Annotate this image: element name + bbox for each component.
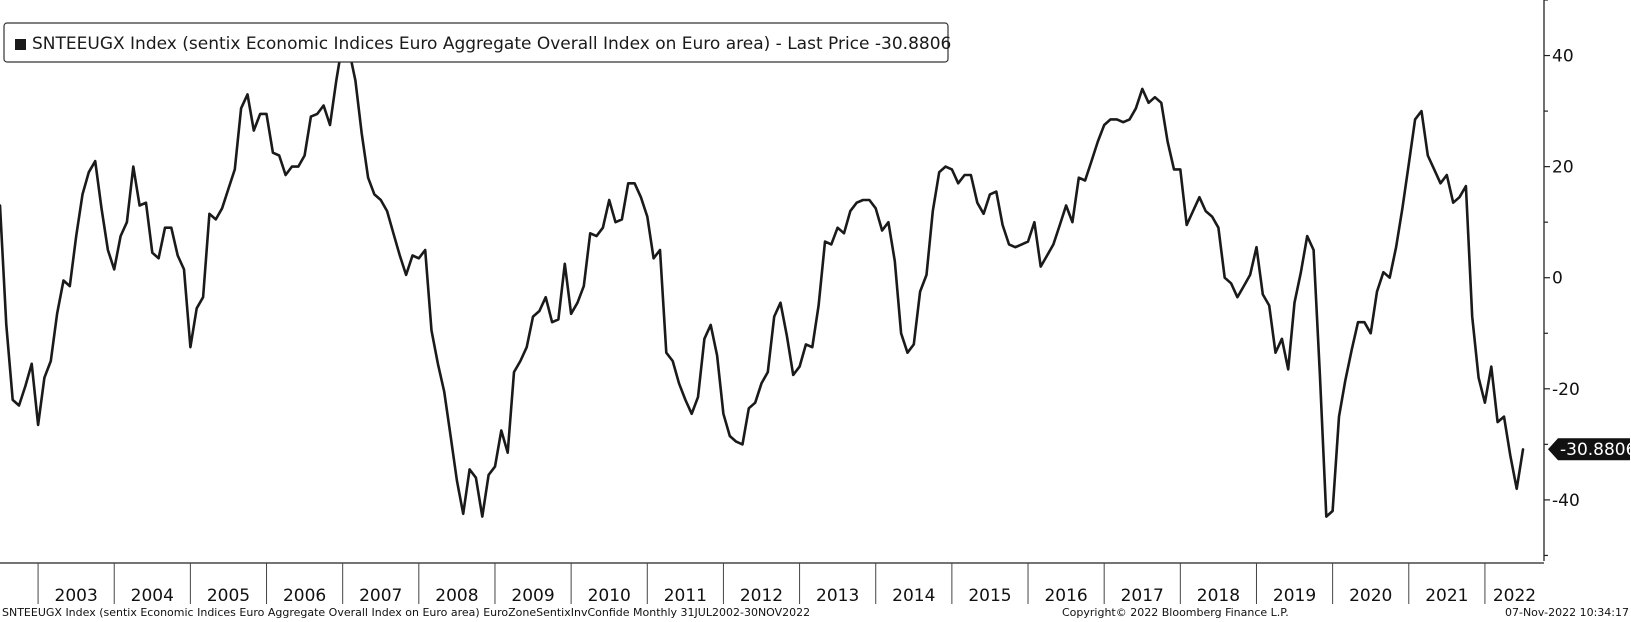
- x-tick-label: 2009: [511, 586, 554, 606]
- x-tick-label: 2022: [1493, 586, 1536, 606]
- last-price-marker: -30.8806: [1548, 438, 1631, 461]
- footer-source: SNTEEUGX Index (sentix Economic Indices …: [2, 606, 811, 619]
- x-tick-label: 2008: [435, 586, 478, 606]
- x-tick-label: 2012: [740, 586, 783, 606]
- footer-timestamp: 07-Nov-2022 10:34:17: [1504, 606, 1629, 619]
- x-tick-label: 2018: [1197, 586, 1240, 606]
- footer-copyright: Copyright© 2022 Bloomberg Finance L.P.: [1062, 606, 1289, 619]
- legend-label: SNTEEUGX Index (sentix Economic Indices …: [32, 34, 951, 54]
- x-tick-label: 2019: [1273, 586, 1316, 606]
- y-axis-ticks: -40 -20 0 20 40: [1544, 0, 1580, 557]
- legend-swatch: [15, 39, 26, 50]
- y-tick-label: 40: [1552, 47, 1574, 67]
- x-tick-label: 2011: [664, 586, 707, 606]
- last-price-label: -30.8806: [1560, 440, 1631, 460]
- chart-axes: [0, 0, 1545, 564]
- x-tick-label: 2007: [359, 586, 402, 606]
- x-tick-label: 2003: [55, 586, 98, 606]
- x-tick-label: 2020: [1349, 586, 1392, 606]
- x-tick-label: 2014: [892, 586, 935, 606]
- legend-box: [3, 22, 949, 63]
- x-tick-label: 2005: [207, 586, 250, 606]
- x-tick-label: 2016: [1044, 586, 1087, 606]
- x-tick-label: 2017: [1121, 586, 1164, 606]
- last-price-tag: [1548, 438, 1630, 461]
- x-tick-label: 2004: [131, 586, 174, 606]
- y-tick-label: 0: [1552, 269, 1563, 289]
- x-tick-label: 2006: [283, 586, 326, 606]
- x-tick-label: 2015: [968, 586, 1011, 606]
- x-tick-label: 2021: [1425, 586, 1468, 606]
- y-tick-label: -20: [1552, 380, 1580, 400]
- x-tick-label: 2013: [816, 586, 859, 606]
- legend: SNTEEUGX Index (sentix Economic Indices …: [3, 22, 951, 63]
- y-tick-label: -40: [1552, 491, 1580, 511]
- y-tick-label: 20: [1552, 158, 1574, 178]
- x-axis-year-ticks: 2003 2004 2005 2006 2007 2008 2009 2010 2011 2012…: [37, 563, 1536, 606]
- x-tick-label: 2010: [588, 586, 631, 606]
- series-line-snteeugx: [0, 40, 1525, 518]
